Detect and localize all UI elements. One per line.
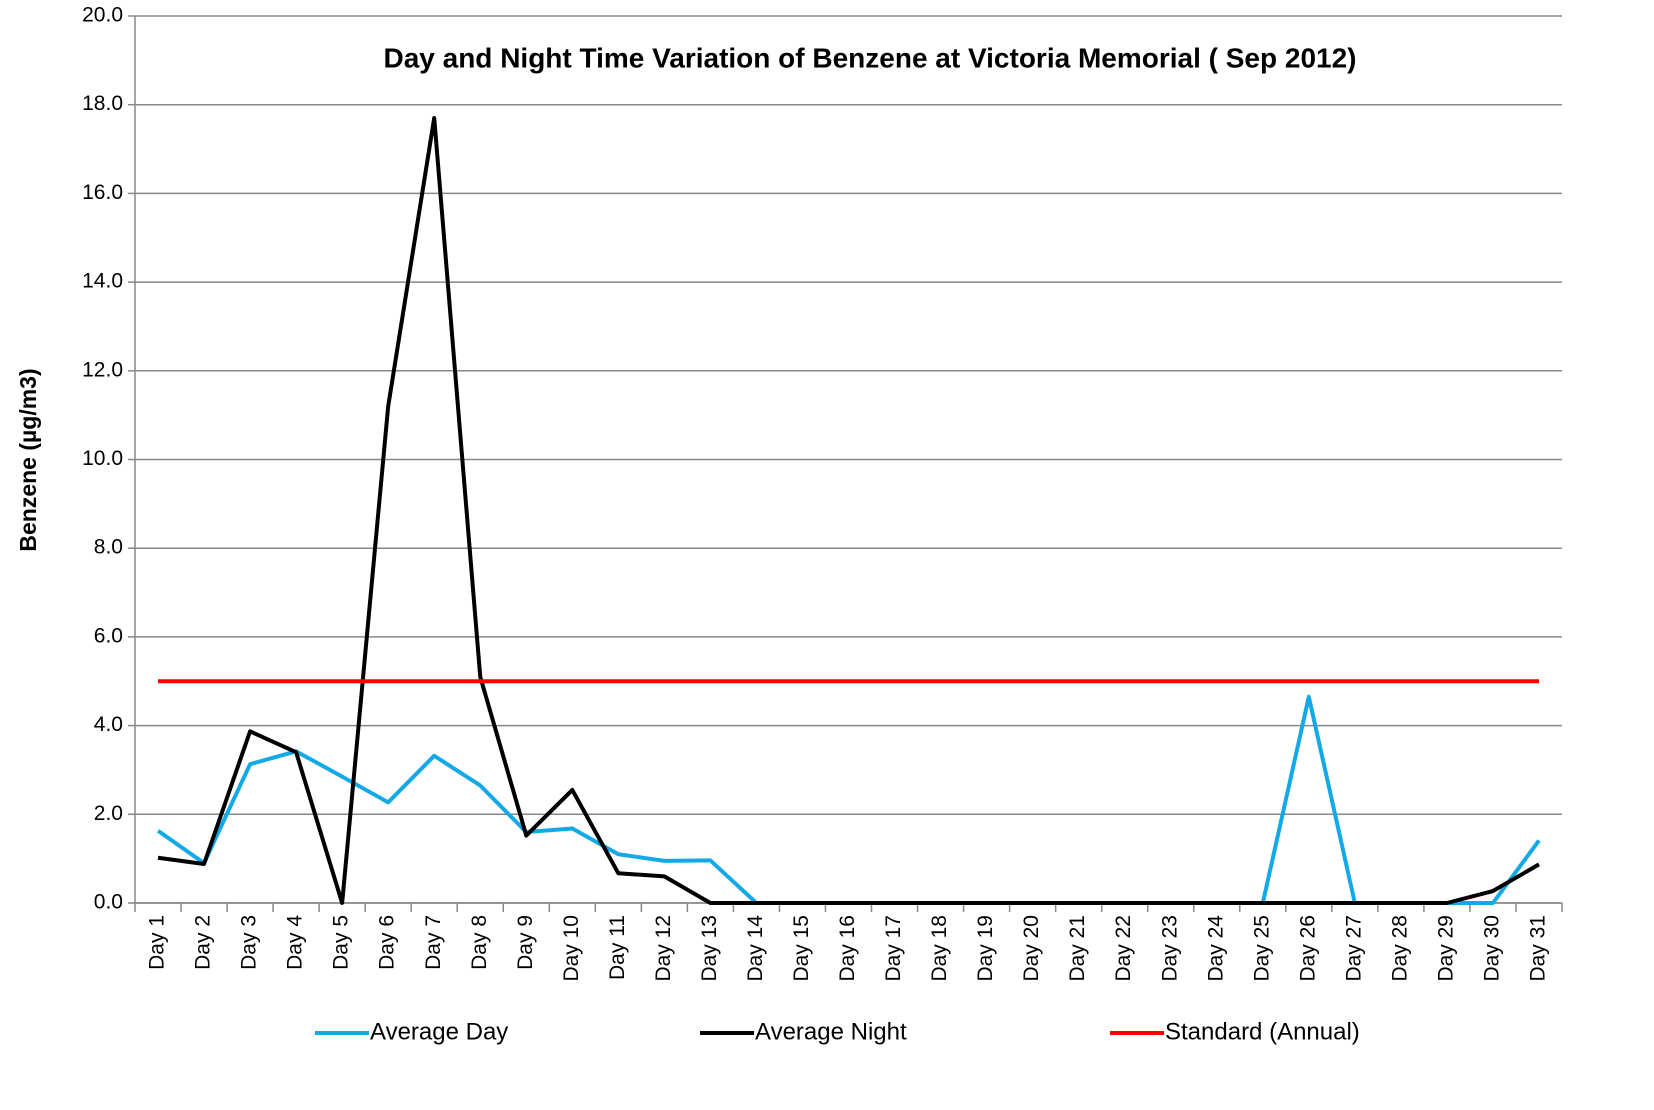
x-tick-label: Day 17: [882, 915, 905, 982]
y-tick-label: 2.0: [94, 802, 123, 825]
x-tick-label: Day 27: [1342, 915, 1365, 982]
x-tick-label: Day 8: [468, 915, 491, 970]
x-tick-label: Day 10: [560, 915, 583, 982]
x-tick-label: Day 1: [146, 915, 169, 970]
x-tick-label: Day 30: [1480, 915, 1503, 982]
x-tick-label: Day 23: [1158, 915, 1181, 982]
x-tick-label: Day 26: [1296, 915, 1319, 982]
y-tick-label: 10.0: [82, 447, 123, 470]
x-tick-label: Day 6: [376, 915, 399, 970]
y-tick-label: 0.0: [94, 891, 123, 914]
series-line: [156, 694, 1541, 905]
x-tick-label: Day 18: [928, 915, 951, 982]
y-axis-label: Benzene (µg/m3): [15, 368, 41, 551]
x-tick-label: Day 7: [422, 915, 445, 970]
x-tick-label: Day 13: [698, 915, 721, 982]
x-tick-label: Day 21: [1066, 915, 1089, 982]
x-tick-label: Day 22: [1112, 915, 1135, 982]
x-tick-label: Day 3: [238, 915, 261, 970]
x-tick-label: Day 4: [284, 915, 307, 970]
x-tick-label: Day 12: [652, 915, 675, 982]
x-tick-label: Day 31: [1527, 915, 1550, 982]
series-line: [157, 116, 1540, 905]
x-tick-label: Day 15: [790, 915, 813, 982]
x-tick-label: Day 25: [1250, 915, 1273, 982]
x-tick-label: Day 14: [744, 915, 767, 982]
legend-label: Average Day: [370, 1018, 508, 1045]
x-tick-label: Day 28: [1388, 915, 1411, 982]
x-tick-label: Day 9: [514, 915, 537, 970]
x-tick-label: Day 2: [192, 915, 215, 970]
legend-label: Standard (Annual): [1165, 1018, 1360, 1045]
x-tick-label: Day 11: [606, 915, 629, 980]
y-tick-label: 14.0: [82, 270, 123, 293]
x-tick-label: Day 24: [1204, 915, 1227, 982]
x-tick-label: Day 20: [1020, 915, 1043, 982]
y-tick-label: 16.0: [82, 181, 123, 204]
x-tick-label: Day 29: [1434, 915, 1457, 982]
y-tick-label: 12.0: [82, 358, 123, 381]
y-tick-label: 6.0: [94, 624, 123, 647]
chart-title: Day and Night Time Variation of Benzene …: [383, 42, 1356, 73]
x-tick-label: Day 19: [974, 915, 997, 982]
y-tick-label: 4.0: [94, 713, 123, 736]
legend-label: Average Night: [755, 1018, 907, 1045]
x-tick-label: Day 5: [330, 915, 353, 970]
y-tick-label: 8.0: [94, 536, 123, 559]
y-tick-label: 18.0: [82, 92, 123, 115]
y-tick-label: 20.0: [82, 4, 123, 27]
x-tick-label: Day 16: [836, 915, 859, 982]
